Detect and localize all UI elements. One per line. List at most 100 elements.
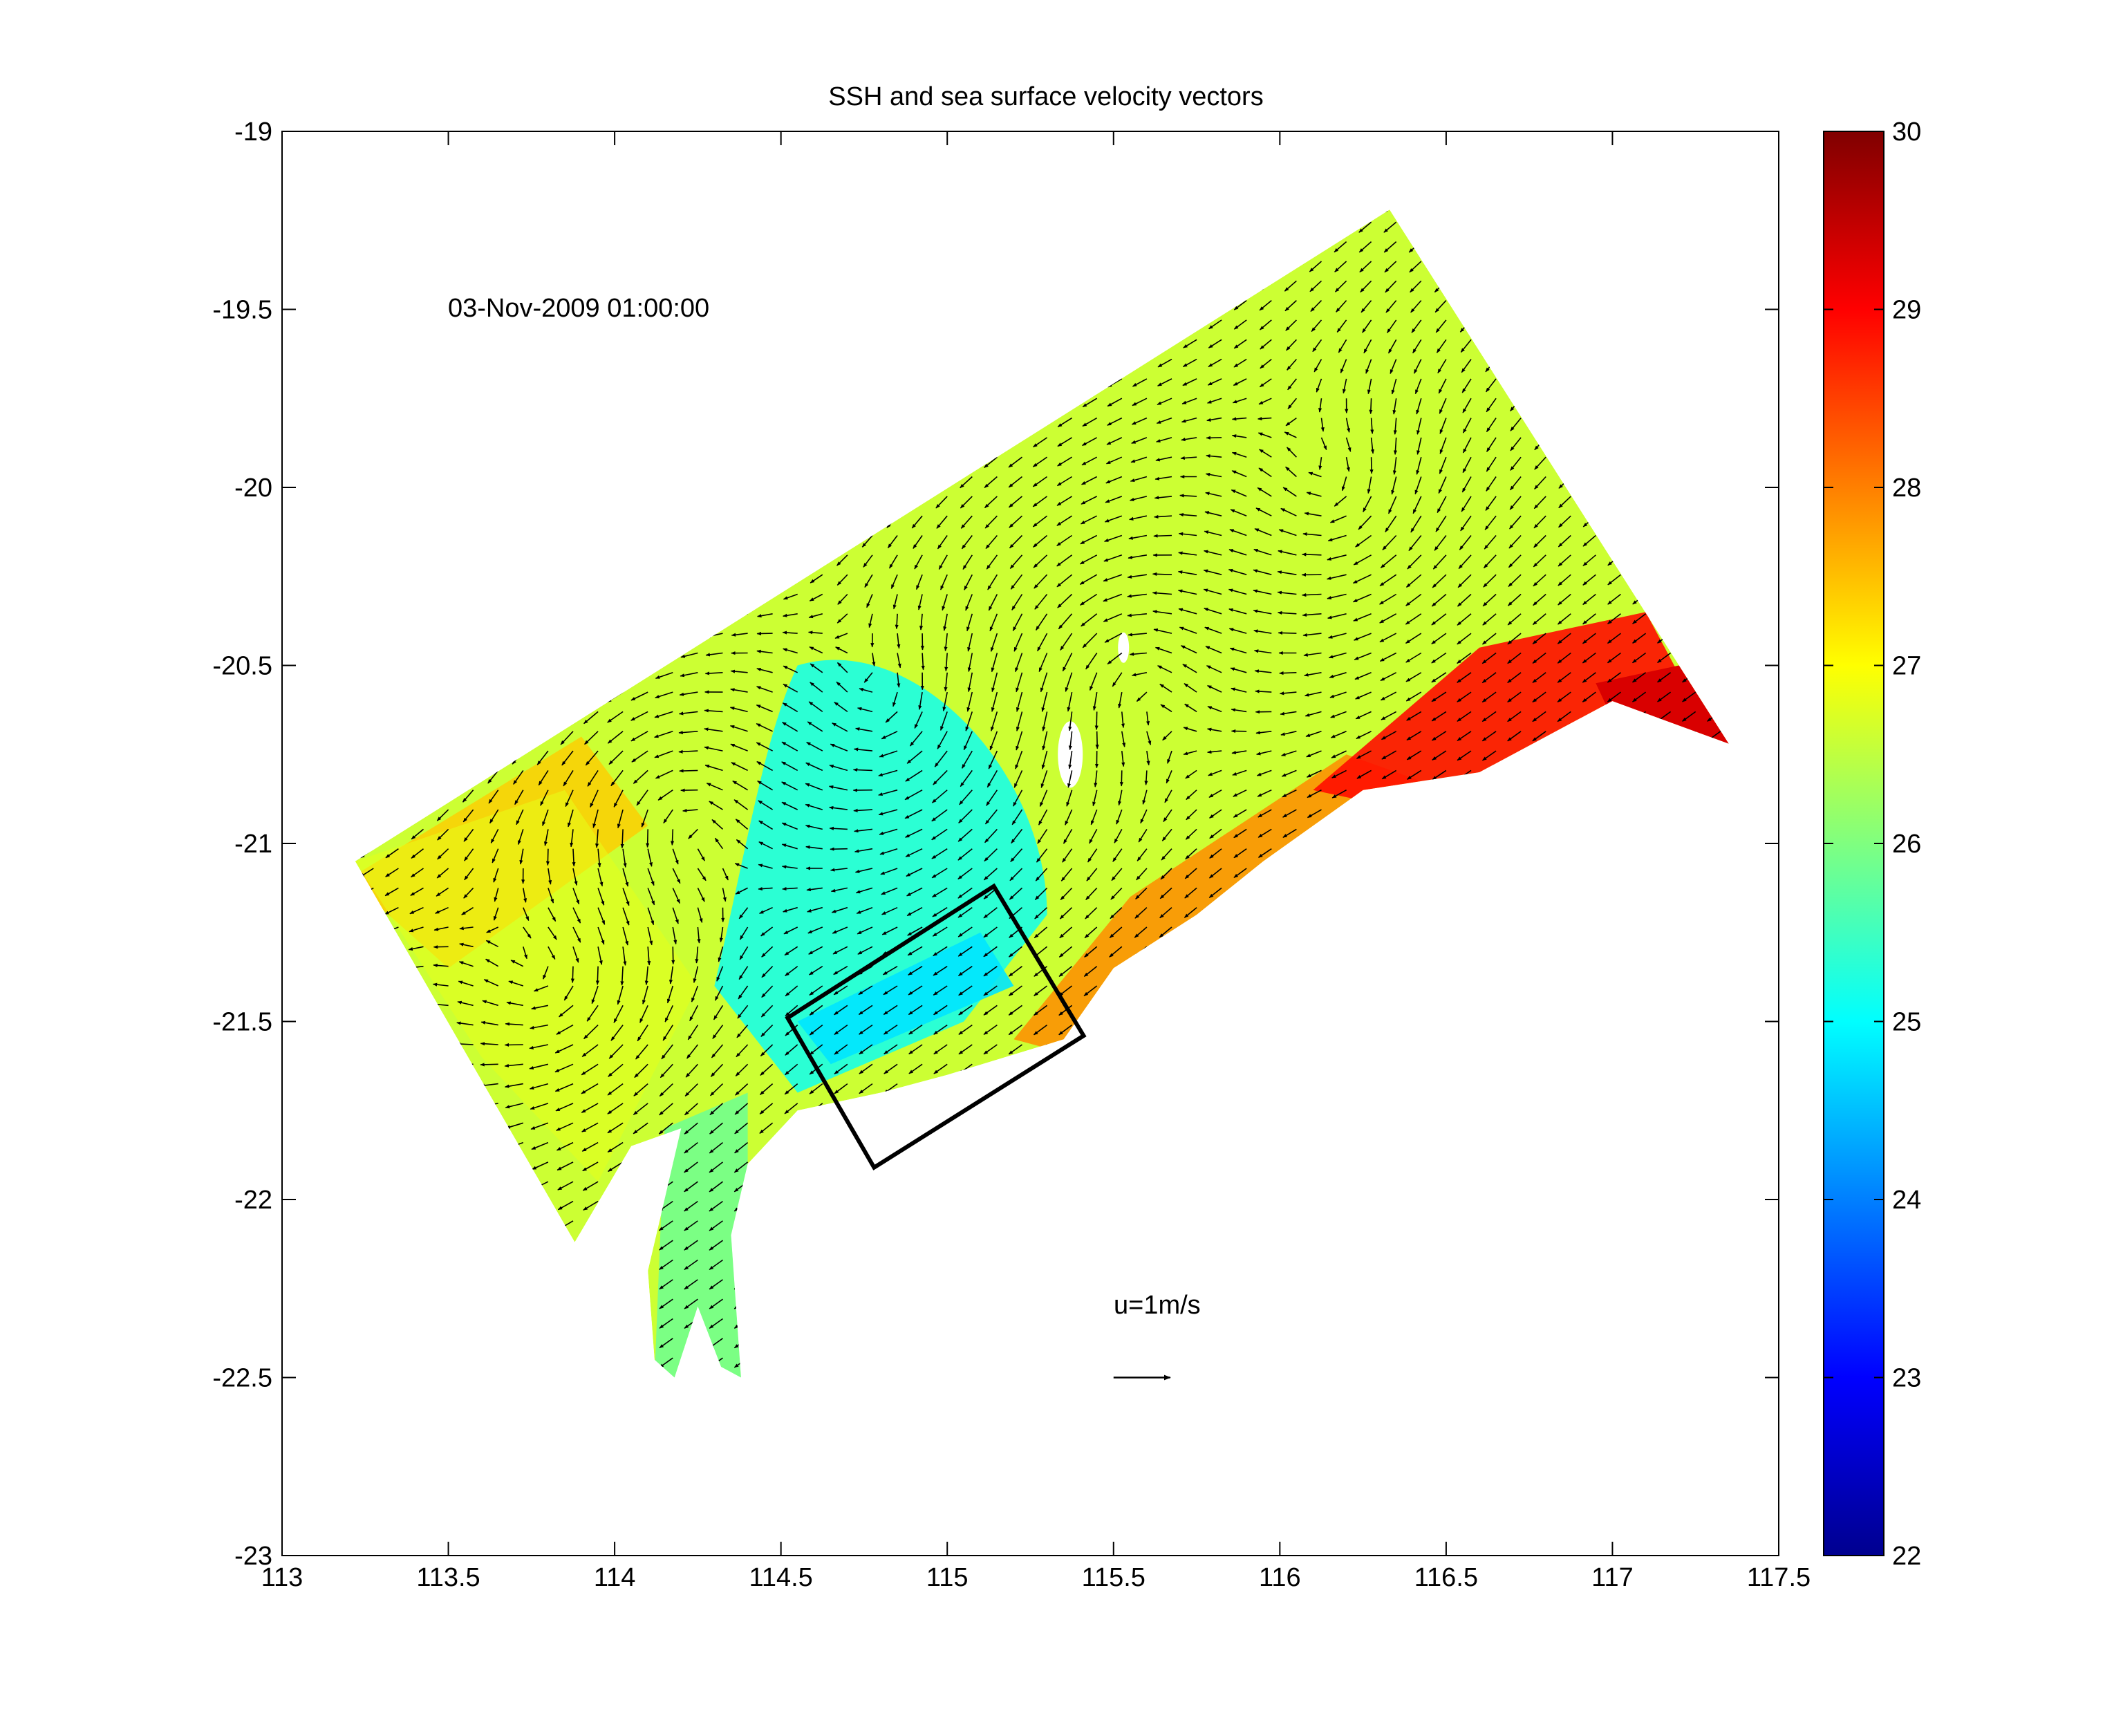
velocity-vector (1079, 554, 1098, 565)
velocity-vector (1177, 589, 1197, 595)
velocity-vector (1081, 496, 1098, 505)
velocity-vector (936, 515, 948, 529)
velocity-vector (1316, 378, 1322, 393)
x-tick-label: 116.5 (1414, 1563, 1478, 1592)
velocity-vector (1302, 532, 1322, 536)
velocity-vector (1105, 476, 1123, 484)
velocity-vector (1352, 593, 1372, 603)
velocity-vector (1278, 529, 1297, 536)
velocity-vector (1435, 515, 1447, 532)
velocity-vector (1365, 359, 1372, 374)
colorbar-tick-label: 27 (1892, 652, 1921, 681)
velocity-vector (1230, 509, 1247, 516)
velocity-vector (1533, 496, 1546, 510)
velocity-vector (1338, 339, 1347, 353)
velocity-vector (1033, 437, 1048, 448)
velocity-vector (1204, 530, 1222, 536)
velocity-vector (1432, 554, 1447, 570)
velocity-vector (1483, 574, 1497, 588)
velocity-vector (1432, 574, 1447, 588)
velocity-vector (1095, 731, 1099, 749)
velocity-vector (1486, 456, 1497, 472)
velocity-vector (1405, 574, 1422, 588)
velocity-vector (1009, 554, 1023, 569)
velocity-vector (1484, 534, 1497, 550)
velocity-vector (1057, 437, 1073, 447)
velocity-vector (1558, 534, 1571, 548)
velocity-vector (1206, 454, 1222, 458)
velocity-vector (1461, 476, 1472, 493)
velocity-vector (1462, 437, 1472, 454)
velocity-vector (1383, 241, 1397, 253)
velocity-vector (1336, 319, 1347, 333)
velocity-vector (1437, 496, 1447, 514)
velocity-vector (1157, 358, 1172, 368)
velocity-vector (1334, 280, 1347, 292)
velocity-vector (837, 593, 848, 605)
velocity-vector (1434, 535, 1447, 551)
velocity-vector (1482, 593, 1497, 607)
velocity-vector (1287, 447, 1297, 458)
velocity-vector (1482, 613, 1497, 626)
velocity-vector (1253, 548, 1272, 556)
velocity-vector (1229, 529, 1247, 536)
velocity-vector (1181, 398, 1197, 404)
velocity-vector (1033, 534, 1048, 548)
velocity-vector (1207, 378, 1222, 386)
velocity-vector (1385, 280, 1397, 293)
velocity-vector (1393, 437, 1398, 455)
velocity-vector (1132, 398, 1148, 407)
velocity-vector (1355, 534, 1372, 548)
chart-title: SSH and sea surface velocity vectors (828, 82, 1263, 111)
velocity-vector (1259, 378, 1272, 388)
velocity-vector (1387, 496, 1397, 514)
velocity-vector (1177, 570, 1197, 575)
velocity-vector (1228, 588, 1247, 595)
velocity-vector (1345, 437, 1352, 452)
velocity-vector (1056, 515, 1073, 526)
velocity-vector (1033, 554, 1048, 568)
velocity-vector (861, 534, 873, 548)
velocity-vector (1154, 476, 1172, 480)
velocity-vector (1409, 261, 1422, 273)
velocity-vector (1363, 496, 1372, 512)
velocity-vector (1208, 319, 1222, 330)
velocity-vector (911, 515, 923, 529)
colorbar-tick-label: 22 (1892, 1542, 1921, 1571)
velocity-vector (1582, 554, 1596, 566)
velocity-vector (1057, 417, 1073, 427)
velocity-vector (1509, 496, 1522, 510)
velocity-vector (1081, 456, 1098, 466)
velocity-vector (1131, 437, 1148, 444)
velocity-vector (1081, 613, 1098, 627)
velocity-vector (1107, 398, 1123, 407)
velocity-vector (1336, 300, 1347, 312)
velocity-vector (1254, 528, 1272, 536)
velocity-vector (1462, 418, 1472, 433)
velocity-vector (1510, 437, 1522, 451)
velocity-vector (1370, 418, 1374, 434)
velocity-vector (1032, 456, 1048, 467)
velocity-vector (1558, 574, 1571, 586)
velocity-vector (1408, 534, 1422, 552)
velocity-vector (1508, 534, 1522, 549)
velocity-vector (1178, 532, 1197, 536)
x-tick-label: 113.5 (416, 1563, 480, 1592)
velocity-vector (1509, 476, 1522, 491)
velocity-vector (1327, 613, 1347, 619)
velocity-vector (1462, 456, 1472, 474)
velocity-vector (1416, 398, 1422, 415)
velocity-vector (1367, 476, 1372, 494)
colorbar-tick-label: 24 (1892, 1186, 1921, 1215)
velocity-vector (1012, 613, 1023, 631)
velocity-vector (887, 535, 898, 549)
velocity-vector (1154, 514, 1172, 519)
velocity-vector (1407, 554, 1422, 570)
velocity-vector (1416, 418, 1422, 435)
colorbar-tick-label: 25 (1892, 1008, 1921, 1037)
velocity-vector (1156, 437, 1172, 443)
velocity-vector (1204, 608, 1222, 615)
colorbar-tick-label: 23 (1892, 1364, 1921, 1393)
velocity-vector (1285, 319, 1297, 331)
velocity-vector (962, 554, 973, 570)
